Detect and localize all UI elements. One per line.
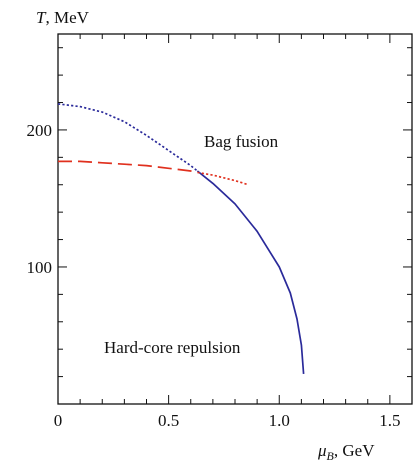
annotation-bag-fusion: Bag fusion <box>204 132 279 151</box>
x-axis-label: μB, GeV <box>317 441 375 463</box>
y-axis-label: T, MeV <box>36 8 90 27</box>
x-axis-symbol: μ <box>317 441 327 460</box>
x-tick-label: 0 <box>54 411 63 430</box>
x-tick-label: 1.0 <box>269 411 290 430</box>
y-axis-symbol: T <box>36 8 47 27</box>
y-axis-unit: , MeV <box>45 8 89 27</box>
series-line-1 <box>196 170 305 374</box>
x-tick-label: 1.5 <box>379 411 400 430</box>
annotation-hard-core-repulsion: Hard-core repulsion <box>104 338 241 357</box>
curves <box>57 103 305 374</box>
x-tick-label: 0.5 <box>158 411 179 430</box>
series-line-2 <box>58 160 198 174</box>
y-tick-label: 100 <box>27 258 53 277</box>
series-line-3 <box>197 171 249 186</box>
x-axis-subscript: B <box>327 449 335 463</box>
y-tick-label: 200 <box>27 121 53 140</box>
x-axis-unit: , GeV <box>334 441 375 460</box>
axis-ticks: 0 0.5 1.0 1.5 100 200 <box>27 34 413 430</box>
